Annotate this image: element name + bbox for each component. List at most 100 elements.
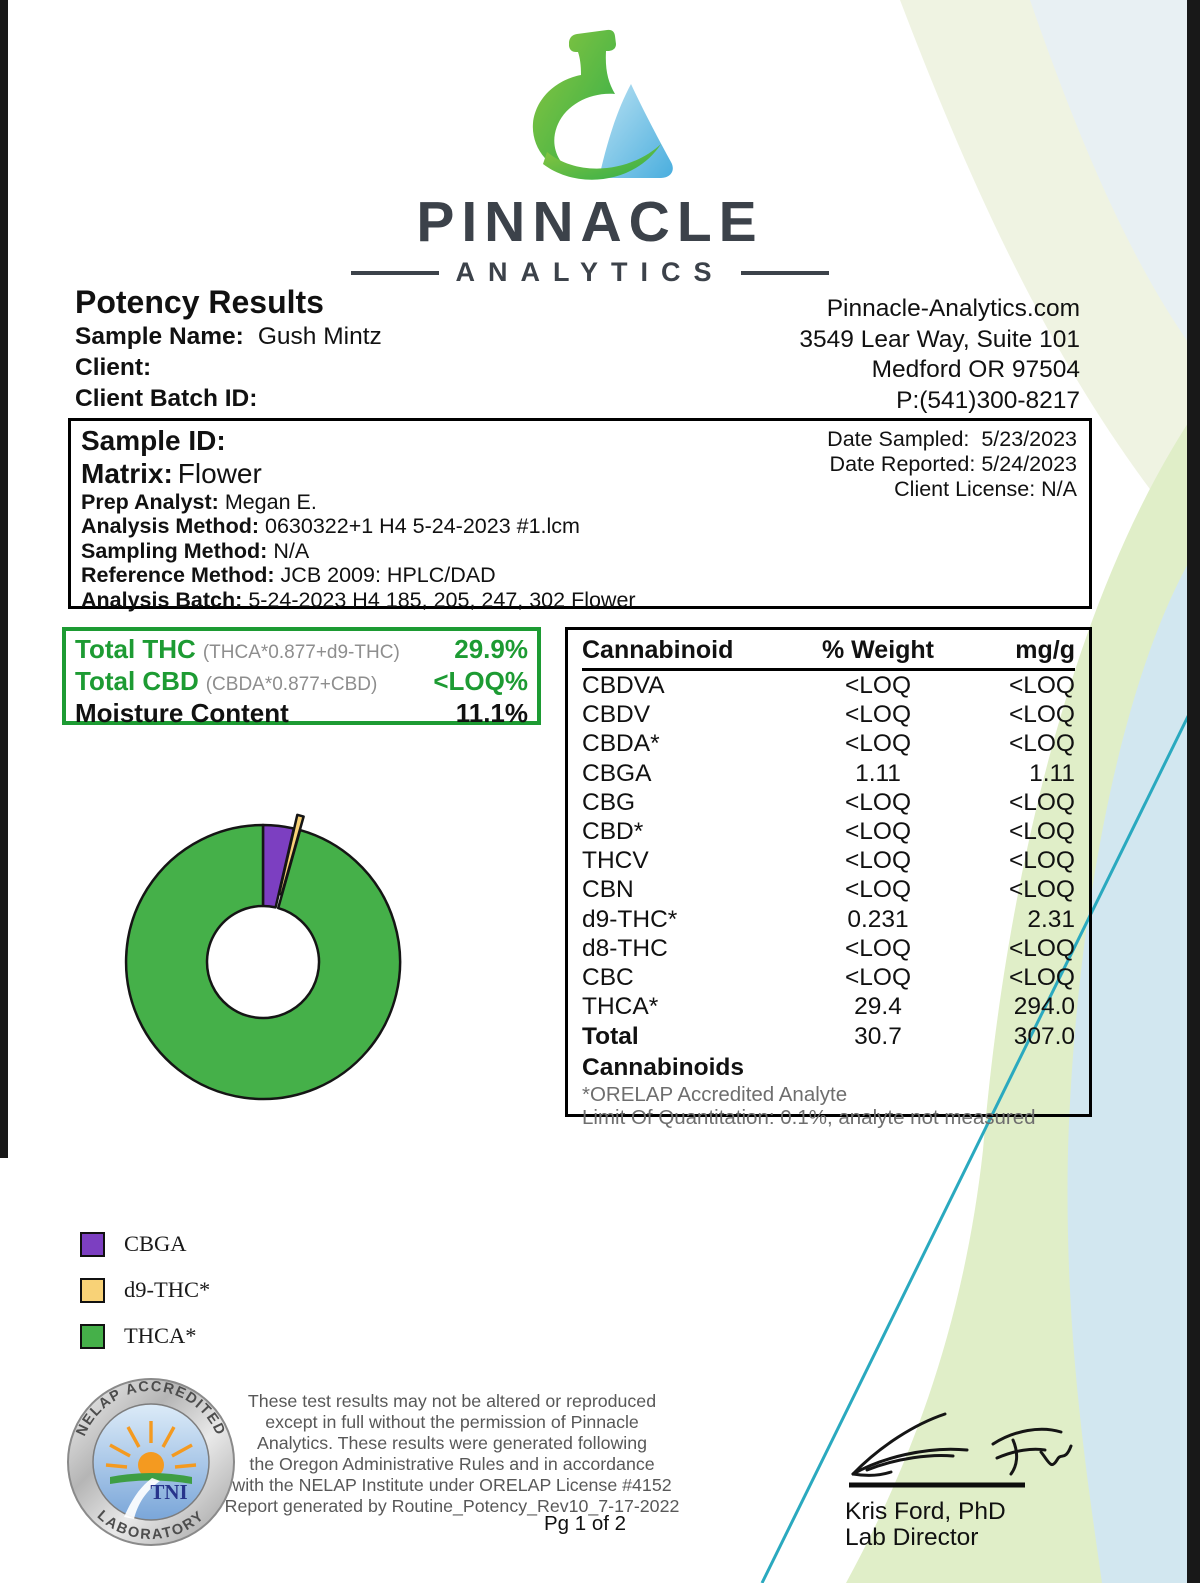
summary-value: 11.1% [455, 698, 528, 728]
summary-row: Moisture Content 11.1% [75, 699, 528, 728]
donut-slice-d9-THC* [277, 813, 305, 896]
cell-weight: <LOQ [844, 964, 912, 992]
legend-item: d9-THC* [80, 1277, 210, 1303]
flask-leaf-icon [532, 29, 673, 180]
table-row: CBC <LOQ <LOQ [582, 963, 1075, 992]
cell-mgg: <LOQ [1008, 788, 1075, 816]
scan-edge-left [0, 0, 8, 1158]
sample-field-label: Prep Analyst: [81, 490, 219, 514]
disclaimer-line: Report generated by Routine_Potency_Rev1… [224, 1496, 680, 1516]
client-license-value: N/A [1041, 477, 1077, 501]
cell-cannabinoid: CBDV [582, 701, 651, 729]
cell-mgg: <LOQ [1008, 672, 1075, 699]
road [124, 1478, 160, 1519]
cannabinoid-table: Cannabinoid % Weight mg/g CBDVA <LOQ <LO… [565, 627, 1092, 1129]
matrix-value: Flower [177, 458, 262, 489]
sample-field-value: Megan E. [224, 490, 317, 514]
signatory-title: Lab Director [845, 1524, 979, 1551]
disclaimer-line: These test results may not be altered or… [247, 1391, 657, 1411]
brand-name: PINNACLE [416, 190, 764, 254]
cell-weight: <LOQ [844, 847, 912, 875]
sample-id-line: Sample ID: [81, 424, 1079, 457]
disclaimer-line: with the NELAP Institute under ORELAP Li… [232, 1475, 672, 1495]
sample-field-label: Sampling Method: [81, 538, 268, 563]
cell-cannabinoid: CBGA [582, 759, 652, 787]
legend-swatch [80, 1323, 105, 1349]
scan-edge-right [1187, 0, 1200, 1583]
date-sampled-line: Date Sampled: 5/23/2023 [827, 427, 1077, 452]
table-row: CBDA* <LOQ <LOQ [582, 729, 1075, 758]
signature-block: Kris Ford, PhD Lab Director [845, 1396, 1080, 1551]
disclaimer-line: except in full without the permission of… [265, 1412, 639, 1432]
cell-cannabinoid: CBD* [582, 818, 644, 846]
footnote-loq: Limit Of Quantitation: 0.1%, analyte not… [582, 1106, 1036, 1130]
sample-name-label: Sample Name: [75, 323, 244, 350]
client-license-label: Client License: [894, 477, 1036, 501]
cell-cannabinoid: d9-THC* [582, 905, 678, 933]
client-line: Client: [75, 352, 382, 383]
lab-phone: P:(541)300-8217 [896, 386, 1080, 414]
brand-subtitle: ANALYTICS [455, 257, 725, 287]
client-label: Client: [75, 354, 152, 381]
sample-field-value: 0630322+1 H4 5-24-2023 #1.lcm [265, 514, 580, 539]
legend-item: CBGA [80, 1231, 210, 1257]
date-reported-value: 5/24/2023 [981, 452, 1077, 476]
table-row: CBG <LOQ <LOQ [582, 788, 1075, 817]
table-row: d8-THC <LOQ <LOQ [582, 934, 1075, 963]
summary-label: Total CBD [75, 666, 199, 696]
disclaimer-text: These test results may not be altered or… [210, 1391, 694, 1517]
client-batch-line: Client Batch ID: [75, 383, 382, 414]
cannabinoid-donut-chart [124, 813, 402, 1101]
legend-label: d9-THC* [124, 1277, 211, 1302]
cell-mgg: <LOQ [1008, 730, 1075, 758]
swoosh-top-pale-blue [1030, 0, 1190, 345]
sample-name-value: Gush Mintz [257, 323, 382, 350]
cell-cannabinoid: CBDVA [582, 672, 665, 699]
teal-diagonal-line [760, 697, 1199, 1583]
disclaimer-line: Analytics. These results were generated … [256, 1433, 648, 1453]
cell-cannabinoid: CBG [582, 788, 636, 816]
cell-weight: <LOQ [844, 701, 912, 729]
sample-id-label: Sample ID: [81, 425, 226, 456]
sample-field-label: Analysis Batch: [81, 587, 243, 612]
cell-cannabinoid: CBDA* [582, 730, 660, 758]
page-number: Pg 1 of 2 [543, 1512, 627, 1535]
total-weight: 30.7 [854, 1023, 902, 1051]
table-row: THCA* 29.4 294.0 [582, 992, 1075, 1021]
table-body: CBDVA <LOQ <LOQ CBDV <LOQ <LOQ CBDA* <LO… [582, 671, 1075, 1021]
summary-row: Total CBD (CBDA*0.877+CBD) <LOQ% [75, 667, 528, 699]
col-header-cannabinoid: Cannabinoid [582, 636, 734, 664]
summary-label: Moisture Content [75, 698, 289, 728]
sample-field-line: Analysis Batch: 5-24-2023 H4 185, 205, 24… [81, 588, 1079, 612]
sample-fields: Prep Analyst: Megan E. Analysis Method: 06… [81, 490, 1079, 612]
cell-mgg: <LOQ [1008, 876, 1075, 904]
legend-label: CBGA [124, 1231, 187, 1256]
footnote-orelap: *ORELAP Accredited Analyte [582, 1083, 848, 1107]
summary-formula: (THCA*0.877+d9-THC) [202, 642, 400, 663]
cell-weight: 1.11 [855, 759, 901, 787]
col-header-weight: % Weight [821, 636, 935, 664]
sun-rays [105, 1421, 197, 1469]
table-row: CBDV <LOQ <LOQ [582, 700, 1075, 729]
cell-cannabinoid: THCA* [582, 993, 659, 1021]
cell-weight: <LOQ [844, 788, 912, 816]
sample-field-line: Analysis Method: 0630322+1 H4 5-24-2023 #… [81, 514, 1079, 538]
sample-field-label: Reference Method: [81, 563, 275, 588]
logo-rule-left [351, 270, 440, 275]
cell-weight: <LOQ [844, 876, 912, 904]
total-mgg: 307.0 [1013, 1023, 1075, 1051]
sample-field-line: Reference Method: JCB 2009: HPLC/DAD [81, 563, 1079, 587]
client-batch-label: Client Batch ID: [75, 385, 258, 412]
logo-rule-right [740, 270, 829, 275]
cell-mgg: <LOQ [1008, 964, 1075, 992]
cell-weight: <LOQ [844, 818, 912, 846]
report-header-left: Potency Results Sample Name: Gush Mintz C… [75, 286, 382, 414]
cell-weight: 29.4 [854, 993, 902, 1021]
sample-field-value: JCB 2009: HPLC/DAD [280, 563, 496, 588]
date-reported-label: Date Reported: [829, 452, 976, 476]
table-row: CBGA 1.11 1.11 [582, 759, 1075, 788]
sample-field-line: Prep Analyst: Megan E. [81, 490, 1079, 514]
donut-slice-THCA* [124, 823, 402, 1101]
